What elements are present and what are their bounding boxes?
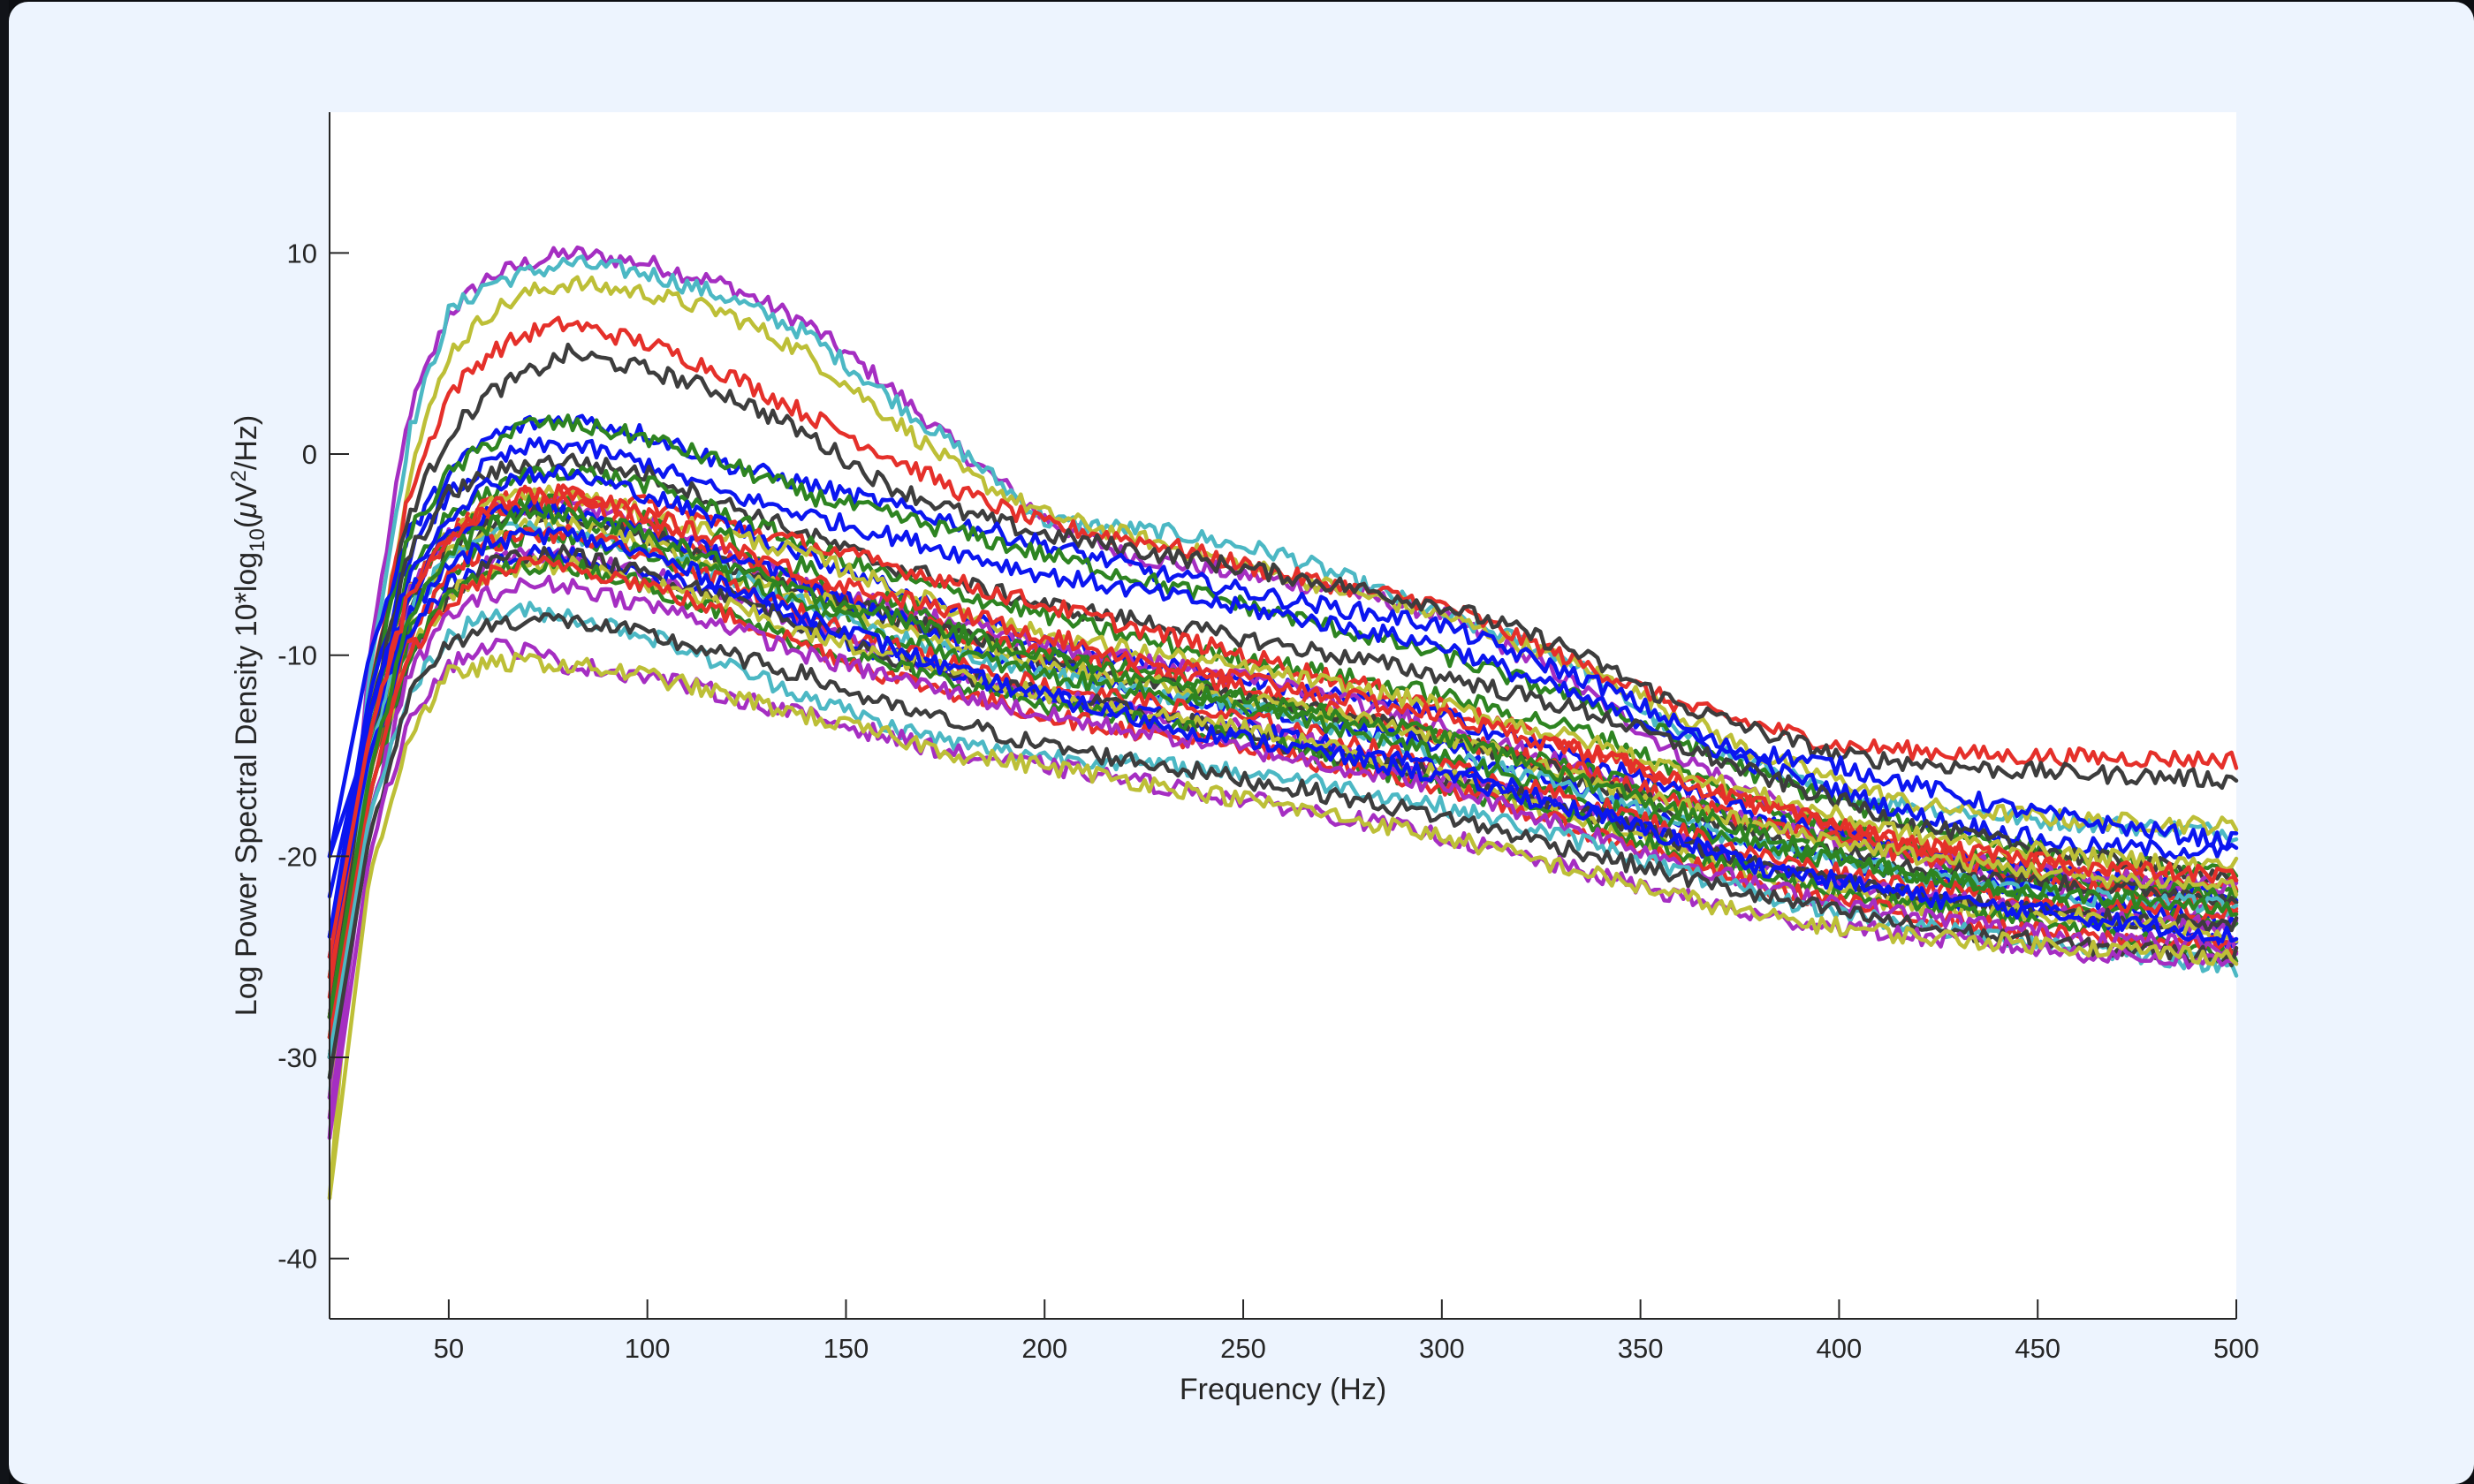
x-tick-label: 500 bbox=[2213, 1333, 2259, 1364]
psd-line-channel-4 bbox=[327, 315, 2239, 1019]
x-tick-label: 250 bbox=[1220, 1333, 1266, 1364]
x-tick-label: 450 bbox=[2015, 1333, 2060, 1364]
psd-line-channel-35 bbox=[327, 504, 2239, 1019]
y-tick-label: 0 bbox=[302, 439, 317, 470]
x-tick-label: 300 bbox=[1419, 1333, 1465, 1364]
psd-line-channel-8 bbox=[327, 436, 2239, 939]
y-tick-label: -40 bbox=[277, 1244, 317, 1275]
y-axis-label-mu: μ bbox=[230, 502, 263, 519]
y-tick-label: -30 bbox=[277, 1042, 317, 1073]
x-tick-label: 50 bbox=[434, 1333, 464, 1364]
x-tick-label: 200 bbox=[1021, 1333, 1067, 1364]
psd-line-channel-32 bbox=[327, 637, 2239, 1140]
psd-line-channel-36 bbox=[327, 483, 2239, 959]
y-axis-label-main: Log Power Spectral Density 10*log bbox=[230, 552, 263, 1016]
psd-line-channel-29 bbox=[327, 574, 2239, 1120]
y-axis-label-paren: ( bbox=[230, 518, 263, 528]
x-ticks: 50 100 150 200 250 300 350 400 450 500 bbox=[434, 1299, 2259, 1364]
y-axis-label: Log Power Spectral Density 10*log10(μV2/… bbox=[227, 415, 269, 1016]
series-layer bbox=[327, 245, 2239, 1200]
desktop-background bbox=[0, 0, 9, 1484]
y-tick-label: 10 bbox=[287, 238, 317, 269]
x-tick-label: 400 bbox=[1817, 1333, 1863, 1364]
psd-line-channel-5 bbox=[327, 342, 2239, 1019]
y-tick-label: -20 bbox=[277, 841, 317, 872]
y-axis-label-rest: /Hz) bbox=[230, 415, 263, 470]
x-tick-label: 100 bbox=[625, 1333, 671, 1364]
y-axis-label-unit: V bbox=[230, 481, 263, 502]
y-axis-label-subscript: 10 bbox=[246, 528, 269, 552]
psd-line-channel-34 bbox=[327, 526, 2239, 944]
psd-line-channel-33 bbox=[327, 651, 2239, 1200]
psd-line-channel-12 bbox=[327, 464, 2239, 939]
x-tick-label: 150 bbox=[823, 1333, 869, 1364]
y-ticks: -40 -30 -20 -10 0 10 bbox=[277, 238, 349, 1275]
x-axis-label: Frequency (Hz) bbox=[1180, 1373, 1386, 1406]
psd-line-channel-30 bbox=[327, 601, 2239, 1060]
y-axis-label-superscript: 2 bbox=[227, 470, 251, 481]
psd-line-channel-27 bbox=[327, 554, 2239, 1080]
x-tick-label: 350 bbox=[1618, 1333, 1664, 1364]
y-tick-label: -10 bbox=[277, 640, 317, 671]
